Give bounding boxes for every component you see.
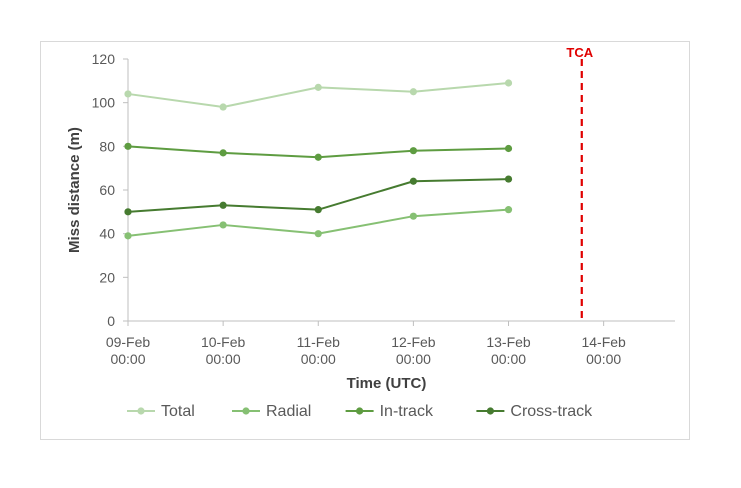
- data-point-radial: [124, 232, 132, 240]
- legend-swatch-marker: [486, 407, 494, 415]
- x-tick-label-date: 13-Feb: [486, 334, 531, 350]
- legend-label: In-track: [380, 403, 434, 420]
- y-tick-label: 20: [99, 269, 115, 285]
- data-point-cross-track: [409, 177, 417, 185]
- x-tick-label-date: 14-Feb: [581, 334, 626, 350]
- x-tick-label-time: 00:00: [491, 351, 526, 367]
- data-point-total: [219, 103, 227, 111]
- legend-swatch-marker: [137, 407, 145, 415]
- legend-label: Radial: [266, 403, 311, 420]
- data-point-total: [504, 79, 513, 87]
- y-tick-label: 120: [92, 51, 116, 67]
- data-point-radial: [219, 221, 227, 229]
- data-point-cross-track: [124, 208, 132, 216]
- y-tick-label: 40: [99, 226, 115, 242]
- y-tick-label: 80: [99, 138, 115, 154]
- line-chart: 02040608010012009-Feb00:0010-Feb00:0011-…: [66, 45, 675, 420]
- data-point-cross-track: [219, 201, 227, 209]
- x-axis-title: Time (UTC): [347, 375, 427, 392]
- data-point-total: [124, 90, 132, 98]
- x-tick-label-time: 00:00: [586, 351, 621, 367]
- y-axis-title: Miss distance (m): [66, 127, 83, 253]
- data-point-total: [409, 88, 417, 96]
- legend-swatch-marker: [356, 407, 364, 415]
- x-tick-label-time: 00:00: [301, 351, 336, 367]
- y-tick-label: 0: [107, 313, 115, 329]
- legend-label: Cross-track: [510, 403, 593, 420]
- x-tick-label-time: 00:00: [110, 351, 145, 367]
- tca-label: TCA: [566, 45, 593, 60]
- data-point-in-track: [219, 149, 227, 157]
- legend-swatch-marker: [242, 407, 250, 415]
- x-tick-label-date: 09-Feb: [106, 334, 151, 350]
- data-point-cross-track: [504, 175, 513, 183]
- data-point-in-track: [124, 142, 132, 150]
- data-point-total: [314, 83, 322, 91]
- y-tick-label: 60: [99, 182, 115, 198]
- data-point-in-track: [504, 144, 513, 153]
- x-tick-label-date: 11-Feb: [297, 334, 341, 350]
- legend-label: Total: [161, 403, 195, 420]
- y-tick-label: 100: [92, 95, 116, 111]
- data-point-radial: [409, 212, 417, 220]
- x-tick-label-time: 00:00: [396, 351, 431, 367]
- x-tick-label-time: 00:00: [206, 351, 241, 367]
- data-point-cross-track: [314, 206, 322, 214]
- data-point-radial: [314, 230, 322, 238]
- x-tick-label-date: 12-Feb: [391, 334, 436, 350]
- x-tick-label-date: 10-Feb: [201, 334, 246, 350]
- chart-frame: 0 20 40 60 80 100 120 09-Feb 00:00 10-Feb 00:00 11-…: [40, 41, 690, 440]
- data-point-radial: [504, 206, 513, 214]
- data-point-in-track: [409, 147, 417, 155]
- data-point-in-track: [314, 153, 322, 161]
